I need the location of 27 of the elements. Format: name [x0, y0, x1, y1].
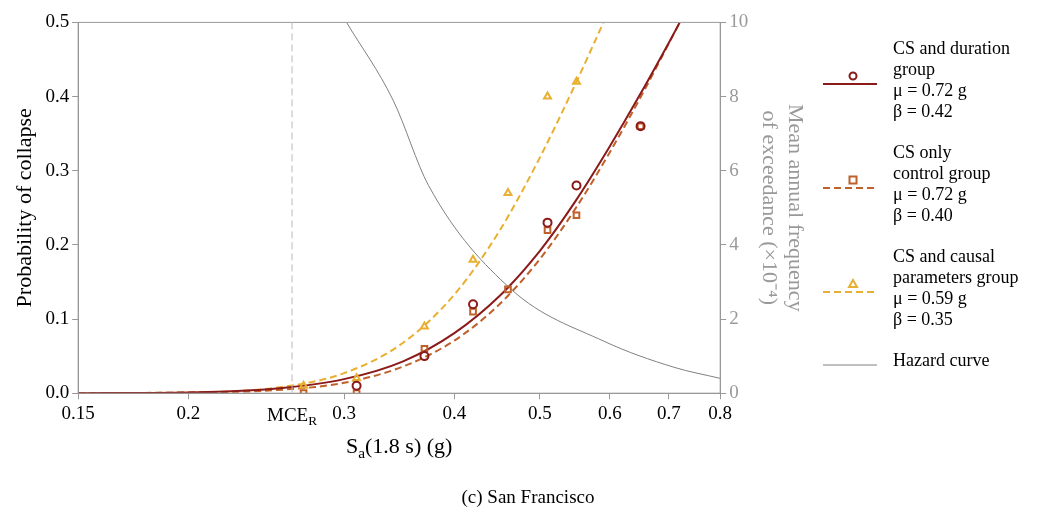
legend-label: CS and causal parameters group μ = 0.59 g β = 0.35 [893, 246, 1019, 330]
y-tick-label: 0.3 [45, 158, 70, 180]
y-tick-label: 0.0 [45, 381, 70, 403]
x-tick-label: 0.7 [657, 401, 681, 423]
y-tick-label: 0.2 [45, 232, 70, 254]
y2-tick-label: 6 [729, 158, 739, 180]
y-tick-label: 0.1 [45, 307, 70, 329]
y2-tick-label: 8 [729, 84, 739, 106]
y2-tick-label: 2 [729, 307, 739, 329]
x-tick-label: 0.6 [597, 401, 622, 423]
y-axis-title: Probability of collapse [10, 108, 36, 308]
x-tick-label: 0.4 [442, 401, 467, 423]
x-tick-label: 0.8 [708, 401, 733, 423]
y2-tick-label: 0 [729, 381, 739, 403]
legend-label: CS and duration group μ = 0.72 g β = 0.42 [893, 38, 1010, 122]
y-tick-label: 0.5 [45, 10, 70, 32]
y2-tick-label: 10 [729, 10, 749, 32]
y-tick-label: 0.4 [45, 84, 70, 106]
x-tick-label: 0.5 [528, 401, 552, 423]
y2-tick-label: 4 [729, 232, 740, 254]
x-tick-label: 0.2 [176, 401, 201, 423]
y2-axis-title: Mean annual frequency of exceedance (×10⁻⁴) [757, 103, 810, 312]
x-tick-label: 0.3 [332, 401, 356, 423]
text: (c) San Francisco [460, 486, 596, 508]
x-tick-label: 0.15 [61, 401, 95, 423]
legend-label: CS only control group μ = 0.72 g β = 0.40 [893, 142, 991, 226]
legend-label: Hazard curve [893, 350, 990, 371]
